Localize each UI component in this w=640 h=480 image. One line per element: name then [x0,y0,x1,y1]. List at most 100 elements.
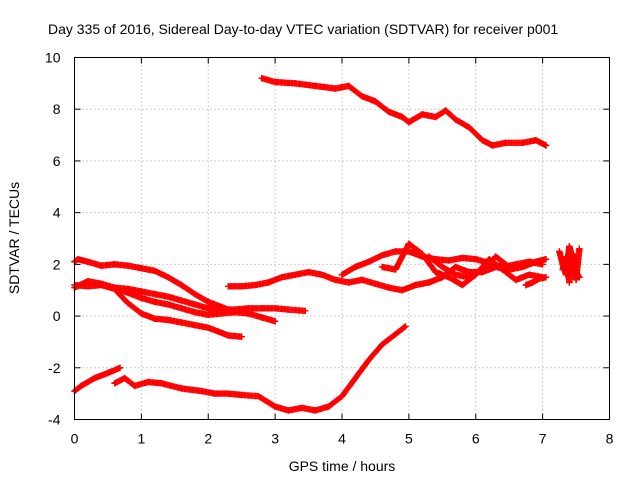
data-point [151,315,158,322]
data-point [365,356,372,364]
data-point [178,281,185,289]
data-point [526,271,533,278]
data-point [225,390,232,397]
data-point [231,308,239,316]
data-point [569,250,576,258]
data-point [151,290,158,298]
data-point [178,319,185,326]
y-tick-label: 8 [53,101,61,117]
data-point [338,393,346,400]
x-axis-label: GPS time / hours [289,458,396,474]
data-point [211,390,219,397]
data-point [178,385,185,392]
data-point [542,142,550,149]
data-point [562,253,570,260]
data-point [522,281,530,289]
data-point [238,391,245,399]
data-point [164,301,172,308]
data-point [291,271,299,278]
data-point [271,318,279,325]
data-point [502,139,510,147]
data-point [519,139,526,147]
data-point [144,378,152,386]
data-point [302,307,309,315]
data-point [84,258,92,265]
data-point [205,324,212,331]
data-point [124,299,132,307]
data-point [572,276,580,284]
data-point [352,374,359,382]
data-point [258,314,265,321]
data-point [138,310,145,317]
data-point [111,380,118,387]
data-point [191,301,199,308]
y-tick-label: 0 [53,308,61,324]
data-point [365,258,372,265]
data-point [104,369,112,377]
y-tick-label: 10 [45,50,61,66]
data-point [198,387,205,395]
y-axis-label: SDTVAR / TECUs [6,182,22,294]
series-arc-a [258,74,550,149]
data-point [178,305,185,312]
data-point [151,267,158,275]
data-point [372,98,379,105]
data-point [305,268,312,276]
data-point [425,279,433,286]
data-point [258,74,265,82]
data-point [439,263,446,271]
data-point [164,274,172,281]
data-point [542,274,550,281]
x-tick-label: 1 [137,431,145,447]
data-point [576,245,583,253]
data-point [432,268,439,276]
data-point [559,266,566,273]
data-point [265,279,272,286]
y-tick-label: 2 [53,256,61,272]
data-point [178,297,185,304]
data-point [556,248,563,255]
data-point [138,265,145,272]
data-point [124,289,132,296]
data-point [124,262,132,269]
data-point [398,287,406,294]
x-tick-label: 2 [204,431,212,447]
data-point [512,276,520,284]
data-point [238,283,245,290]
grid [74,57,610,420]
data-point [499,266,506,273]
data-point [205,305,212,312]
data-point [392,248,399,255]
data-point [405,240,413,247]
data-point [492,253,500,260]
data-point [385,108,393,115]
x-tick-label: 7 [539,431,547,447]
data-point [425,253,433,260]
data-point [84,283,92,290]
data-point [419,250,426,258]
data-point [512,261,520,268]
series-arc-e [114,289,245,340]
series-trace [71,364,124,395]
data-point [74,255,82,263]
data-point [358,276,366,284]
data-point [385,284,393,291]
data-point [191,308,199,316]
data-point [459,254,466,262]
series-trace [258,75,550,149]
data-point [255,393,262,400]
data-point [412,281,419,289]
data-point [378,341,386,348]
data-point [312,82,319,90]
data-point [258,305,265,312]
series-arc-f [71,364,124,395]
data-point [131,382,138,390]
data-point [392,330,399,338]
data-point [111,261,118,268]
data-point [529,279,536,286]
data-point [121,374,128,382]
data-point [432,113,439,121]
series-arc-k [425,253,513,281]
data-point [325,403,332,410]
